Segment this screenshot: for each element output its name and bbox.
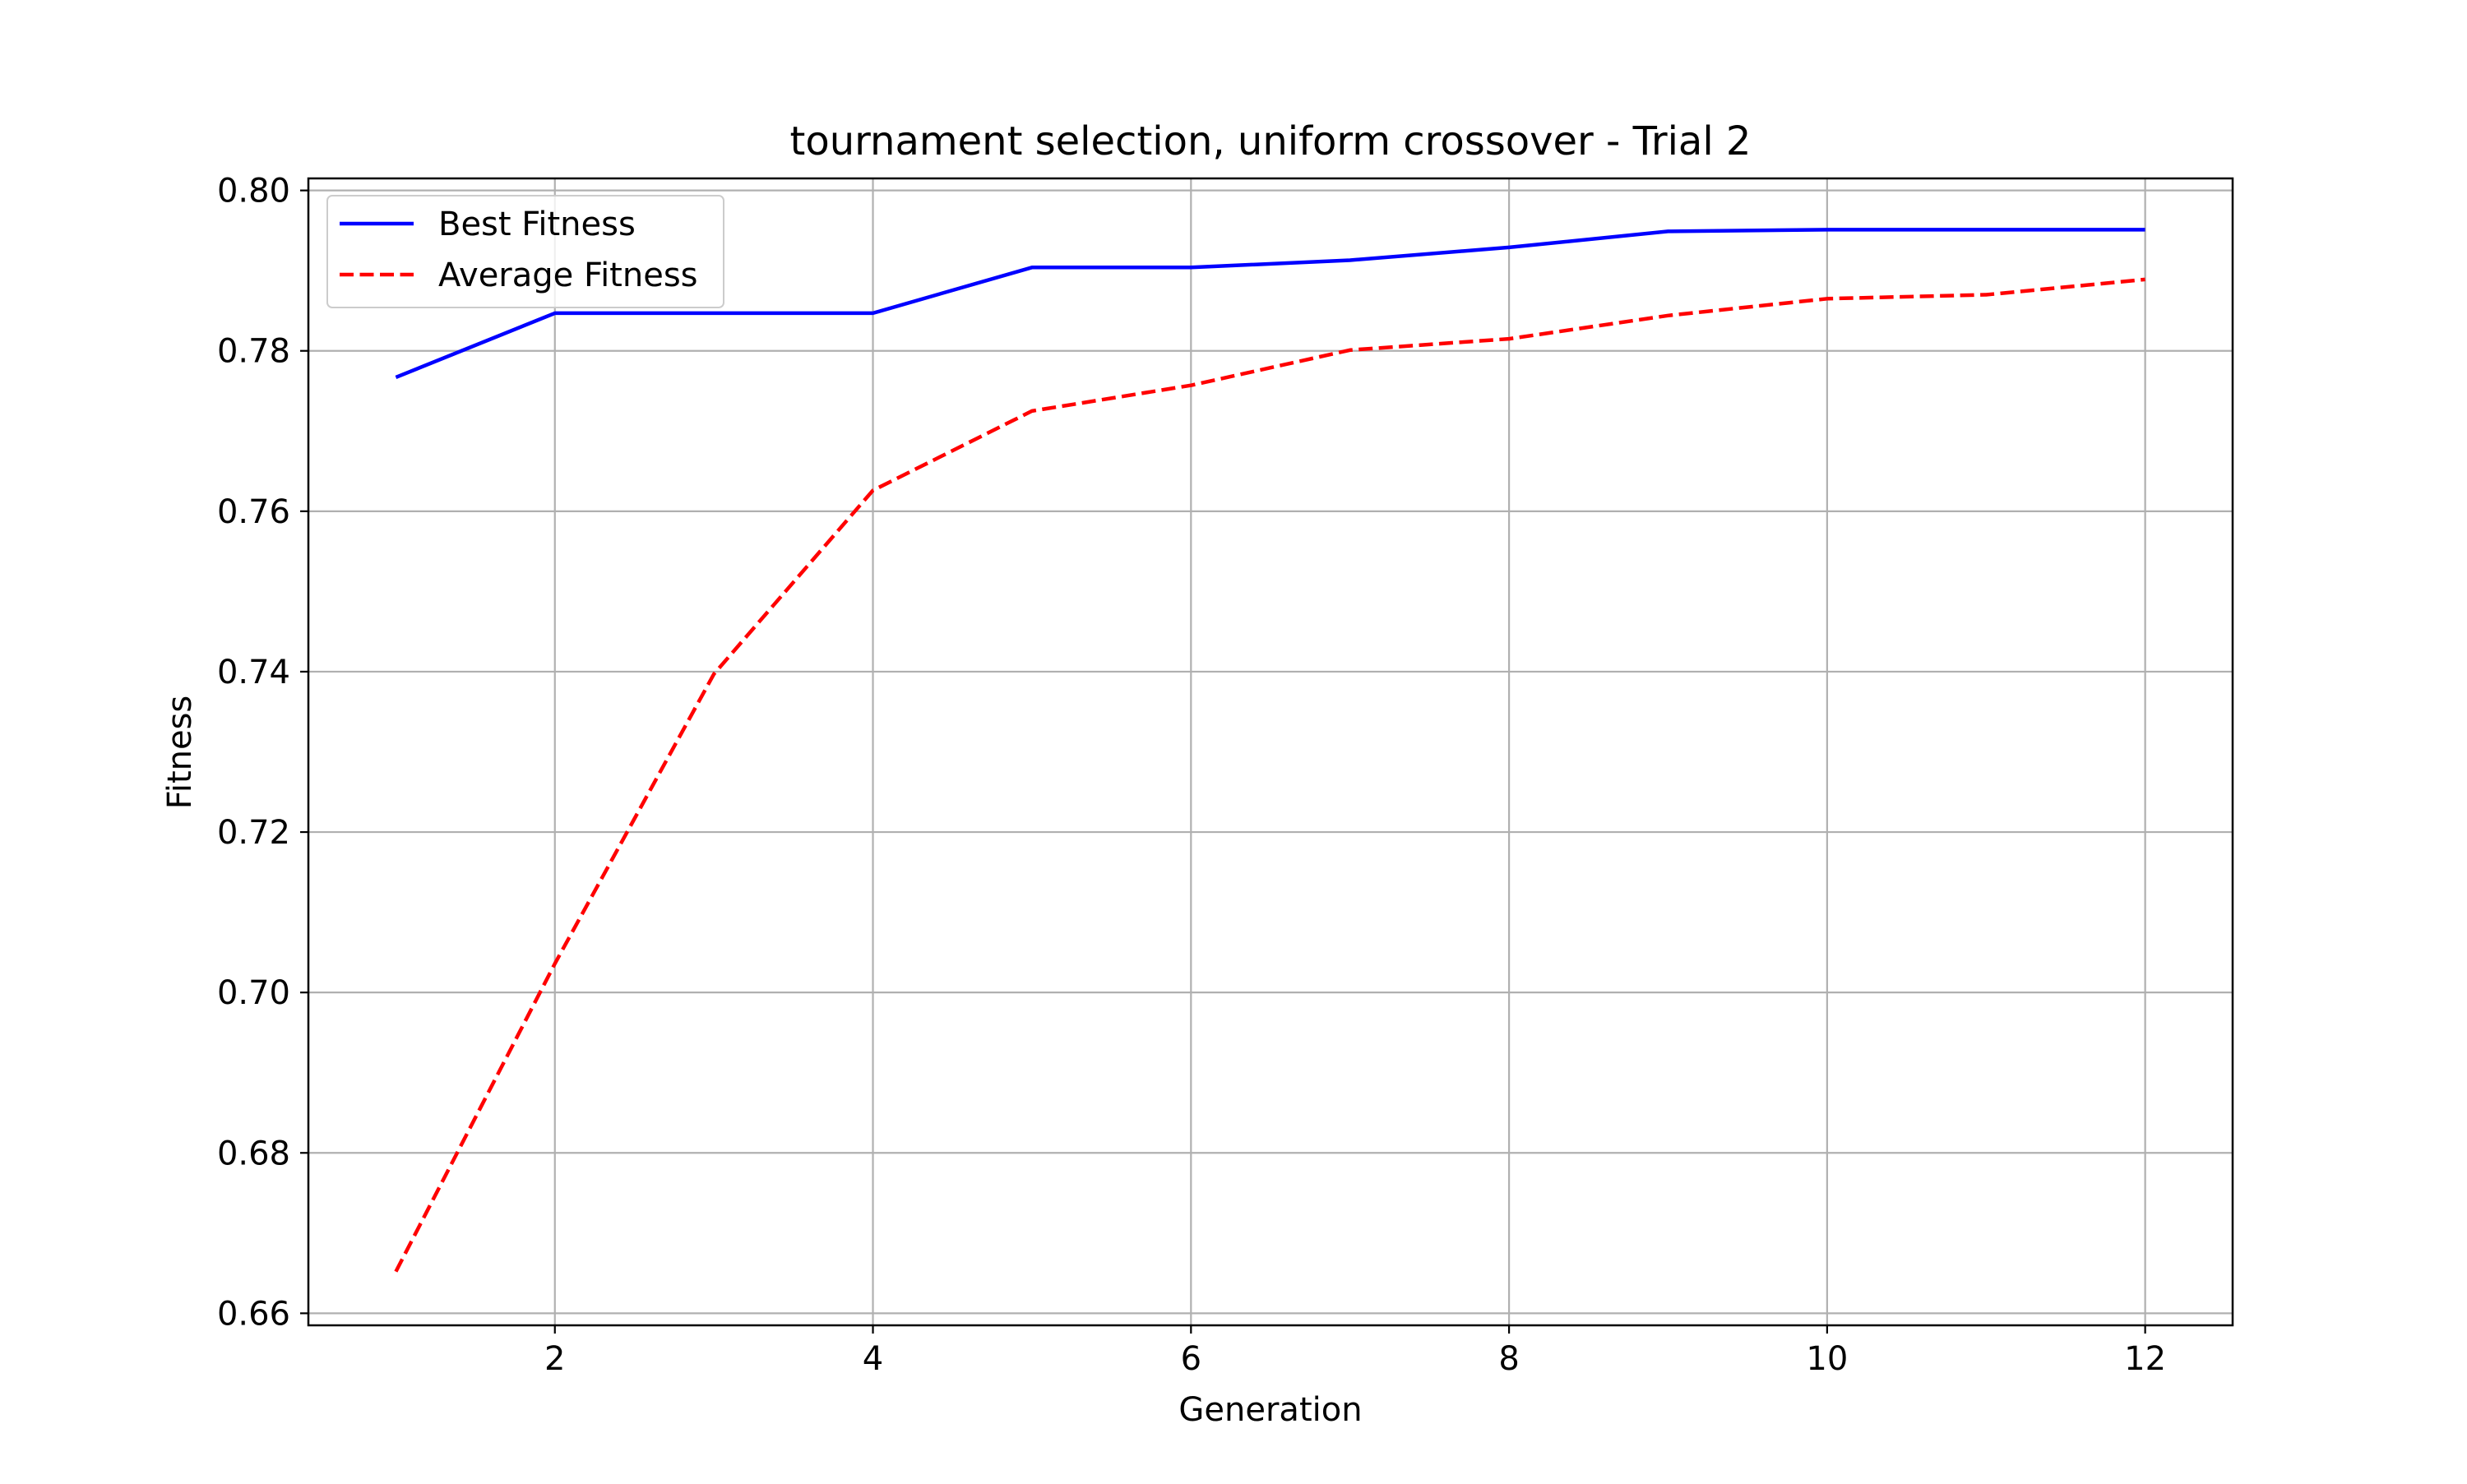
series-line-best-fitness (395, 228, 2145, 379)
y-tick-label: 0.78 (217, 333, 290, 371)
legend-box (326, 195, 724, 308)
x-tick-label: 10 (1806, 1340, 1848, 1378)
series-layer (394, 228, 2145, 1273)
legend-label-best-fitness: Best Fitness (438, 206, 636, 243)
x-tick-label: 12 (2124, 1340, 2166, 1378)
y-tick-label: 0.72 (217, 814, 290, 852)
x-tick-label: 6 (1181, 1340, 1201, 1378)
x-tick-label: 4 (863, 1340, 883, 1378)
grid-layer (308, 178, 2233, 1325)
y-axis-title: Fitness (161, 696, 199, 810)
y-tick-label: 0.68 (217, 1135, 290, 1172)
y-tick-label: 0.80 (217, 173, 290, 210)
legend-label-average-fitness: Average Fitness (438, 257, 698, 294)
x-tick-label: 2 (544, 1340, 565, 1378)
tick-layer: 2 4 6 8 10 12 0.66 0.68 0.70 0.72 0.74 0.76 0.78 0.80 (217, 173, 2166, 1378)
y-tick-label: 0.76 (217, 493, 290, 531)
series-line-average-fitness (394, 277, 2145, 1273)
y-tick-label: 0.66 (217, 1295, 290, 1333)
y-tick-label: 0.74 (217, 654, 290, 691)
plot-frame (307, 177, 2234, 1327)
x-axis-title: Generation (1178, 1391, 1362, 1429)
x-tick-label: 8 (1498, 1340, 1519, 1378)
legend: Best Fitness Average Fitness (326, 195, 724, 308)
chart-title: tournament selection, uniform crossover … (790, 118, 1752, 164)
y-tick-label: 0.70 (217, 974, 290, 1012)
